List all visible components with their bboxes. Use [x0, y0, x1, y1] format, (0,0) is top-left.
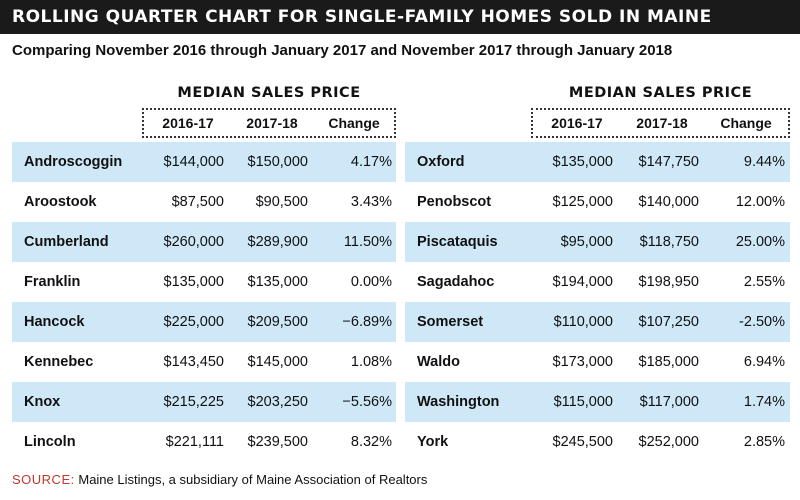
price-2017-18: $145,000: [247, 354, 308, 370]
price-2017-18: $209,500: [247, 314, 308, 330]
county-name: Hancock: [24, 314, 85, 330]
column-header-change: Change: [328, 115, 380, 131]
price-2017-18: $239,500: [247, 434, 308, 450]
change-percent: 6.94%: [743, 354, 785, 370]
price-2016-17: $215,225: [163, 394, 224, 410]
price-2017-18: $150,000: [247, 154, 308, 170]
table-row: Waldo $173,000 $185,000 6.94%: [405, 342, 790, 382]
price-2017-18: $118,750: [639, 234, 699, 250]
price-2016-17: $173,000: [552, 354, 613, 370]
change-percent: 3.43%: [350, 194, 392, 210]
change-percent: 4.17%: [350, 154, 392, 170]
change-percent: 0.00%: [350, 274, 392, 290]
price-2017-18: $252,000: [638, 434, 699, 450]
table-row: Sagadahoc $194,000 $198,950 2.55%: [405, 262, 790, 302]
price-2016-17: $110,000: [553, 314, 613, 330]
county-name: Lincoln: [24, 434, 76, 450]
price-2017-18: $198,950: [638, 274, 699, 290]
column-header-change: Change: [720, 115, 772, 131]
price-2016-17: $221,111: [165, 434, 224, 450]
county-name: Somerset: [417, 314, 484, 330]
county-name: Androscoggin: [24, 154, 123, 170]
price-2016-17: $245,500: [552, 434, 613, 450]
county-name: Franklin: [24, 274, 81, 290]
change-percent: 2.55%: [743, 274, 785, 290]
column-header-2016-17: 2016-17: [162, 115, 214, 131]
group-header-median-sales-price: MEDIAN SALES PRICE: [177, 85, 361, 101]
chart-subtitle: Comparing November 2016 through January …: [12, 42, 673, 59]
column-header-2017-18: 2017-18: [246, 115, 298, 131]
change-percent: -2.50%: [739, 314, 785, 330]
group-header-median-sales-price: MEDIAN SALES PRICE: [568, 85, 753, 101]
price-2016-17: $135,000: [163, 274, 224, 290]
county-name: Aroostook: [24, 194, 97, 210]
price-2017-18: $140,000: [638, 194, 699, 210]
price-2017-18: $90,500: [255, 194, 308, 210]
price-2016-17: $260,000: [163, 234, 224, 250]
price-2016-17: $143,450: [163, 354, 224, 370]
change-percent: 11.50%: [343, 234, 392, 250]
price-2016-17: $125,000: [552, 194, 613, 210]
county-name: Knox: [24, 394, 61, 410]
county-name: York: [417, 434, 449, 450]
table-row: Franklin $135,000 $135,000 0.00%: [12, 262, 396, 302]
price-2017-18: $147,750: [638, 154, 699, 170]
right-table-rows: Oxford $135,000 $147,750 9.44% Penobscot $125…: [405, 142, 790, 462]
change-percent: 1.08%: [350, 354, 392, 370]
price-2016-17: $144,000: [163, 154, 224, 170]
county-name: Kennebec: [24, 354, 94, 370]
source-note: SOURCE: Maine Listings, a subsidiary of …: [12, 472, 427, 487]
source-label: SOURCE:: [12, 472, 75, 487]
change-percent: 9.44%: [743, 154, 785, 170]
table-row: York $245,500 $252,000 2.85%: [405, 422, 790, 462]
price-2017-18: $203,250: [247, 394, 308, 410]
price-2017-18: $185,000: [638, 354, 699, 370]
change-percent: 12.00%: [735, 194, 785, 210]
price-2016-17: $194,000: [552, 274, 613, 290]
price-2016-17: $225,000: [163, 314, 224, 330]
county-name: Oxford: [417, 154, 465, 170]
price-2016-17: $95,000: [560, 234, 613, 250]
county-name: Piscataquis: [417, 234, 498, 250]
column-header-box: 2016-17 2017-18 Change: [531, 108, 790, 138]
table-row: Somerset $110,000 $107,250 -2.50%: [405, 302, 790, 342]
change-percent: 8.32%: [350, 434, 392, 450]
table-row: Cumberland $260,000 $289,900 11.50%: [12, 222, 396, 262]
county-name: Washington: [417, 394, 500, 410]
county-name: Sagadahoc: [417, 274, 495, 290]
price-2016-17: $87,500: [171, 194, 224, 210]
column-header-box: 2016-17 2017-18 Change: [142, 108, 396, 138]
source-text: Maine Listings, a subsidiary of Maine As…: [78, 472, 428, 487]
column-header-2016-17: 2016-17: [551, 115, 603, 131]
table-row: Penobscot $125,000 $140,000 12.00%: [405, 182, 790, 222]
table-row: Lincoln $221,111 $239,500 8.32%: [12, 422, 396, 462]
table-row: Oxford $135,000 $147,750 9.44%: [405, 142, 790, 182]
county-name: Waldo: [417, 354, 460, 370]
county-name: Penobscot: [417, 194, 492, 210]
table-row: Knox $215,225 $203,250 −5.56%: [12, 382, 396, 422]
table-row: Piscataquis $95,000 $118,750 25.00%: [405, 222, 790, 262]
change-percent: 2.85%: [743, 434, 785, 450]
price-2017-18: $107,250: [638, 314, 699, 330]
left-table-rows: Androscoggin $144,000 $150,000 4.17% Aroosto…: [12, 142, 396, 462]
table-row: Washington $115,000 $117,000 1.74%: [405, 382, 790, 422]
price-2017-18: $117,000: [639, 394, 699, 410]
change-percent: −5.56%: [342, 394, 392, 410]
table-row: Kennebec $143,450 $145,000 1.08%: [12, 342, 396, 382]
chart-title: ROLLING QUARTER CHART FOR SINGLE-FAMILY …: [0, 0, 800, 34]
price-2017-18: $289,900: [247, 234, 308, 250]
price-2017-18: $135,000: [247, 274, 308, 290]
column-header-2017-18: 2017-18: [636, 115, 688, 131]
price-2016-17: $135,000: [552, 154, 613, 170]
table-row: Androscoggin $144,000 $150,000 4.17%: [12, 142, 396, 182]
change-percent: 1.74%: [743, 394, 785, 410]
change-percent: −6.89%: [342, 314, 392, 330]
table-row: Aroostook $87,500 $90,500 3.43%: [12, 182, 396, 222]
table-row: Hancock $225,000 $209,500 −6.89%: [12, 302, 396, 342]
county-name: Cumberland: [24, 234, 109, 250]
price-2016-17: $115,000: [553, 394, 613, 410]
change-percent: 25.00%: [735, 234, 785, 250]
